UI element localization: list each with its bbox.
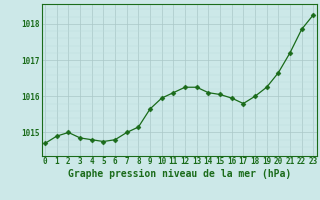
- X-axis label: Graphe pression niveau de la mer (hPa): Graphe pression niveau de la mer (hPa): [68, 169, 291, 179]
